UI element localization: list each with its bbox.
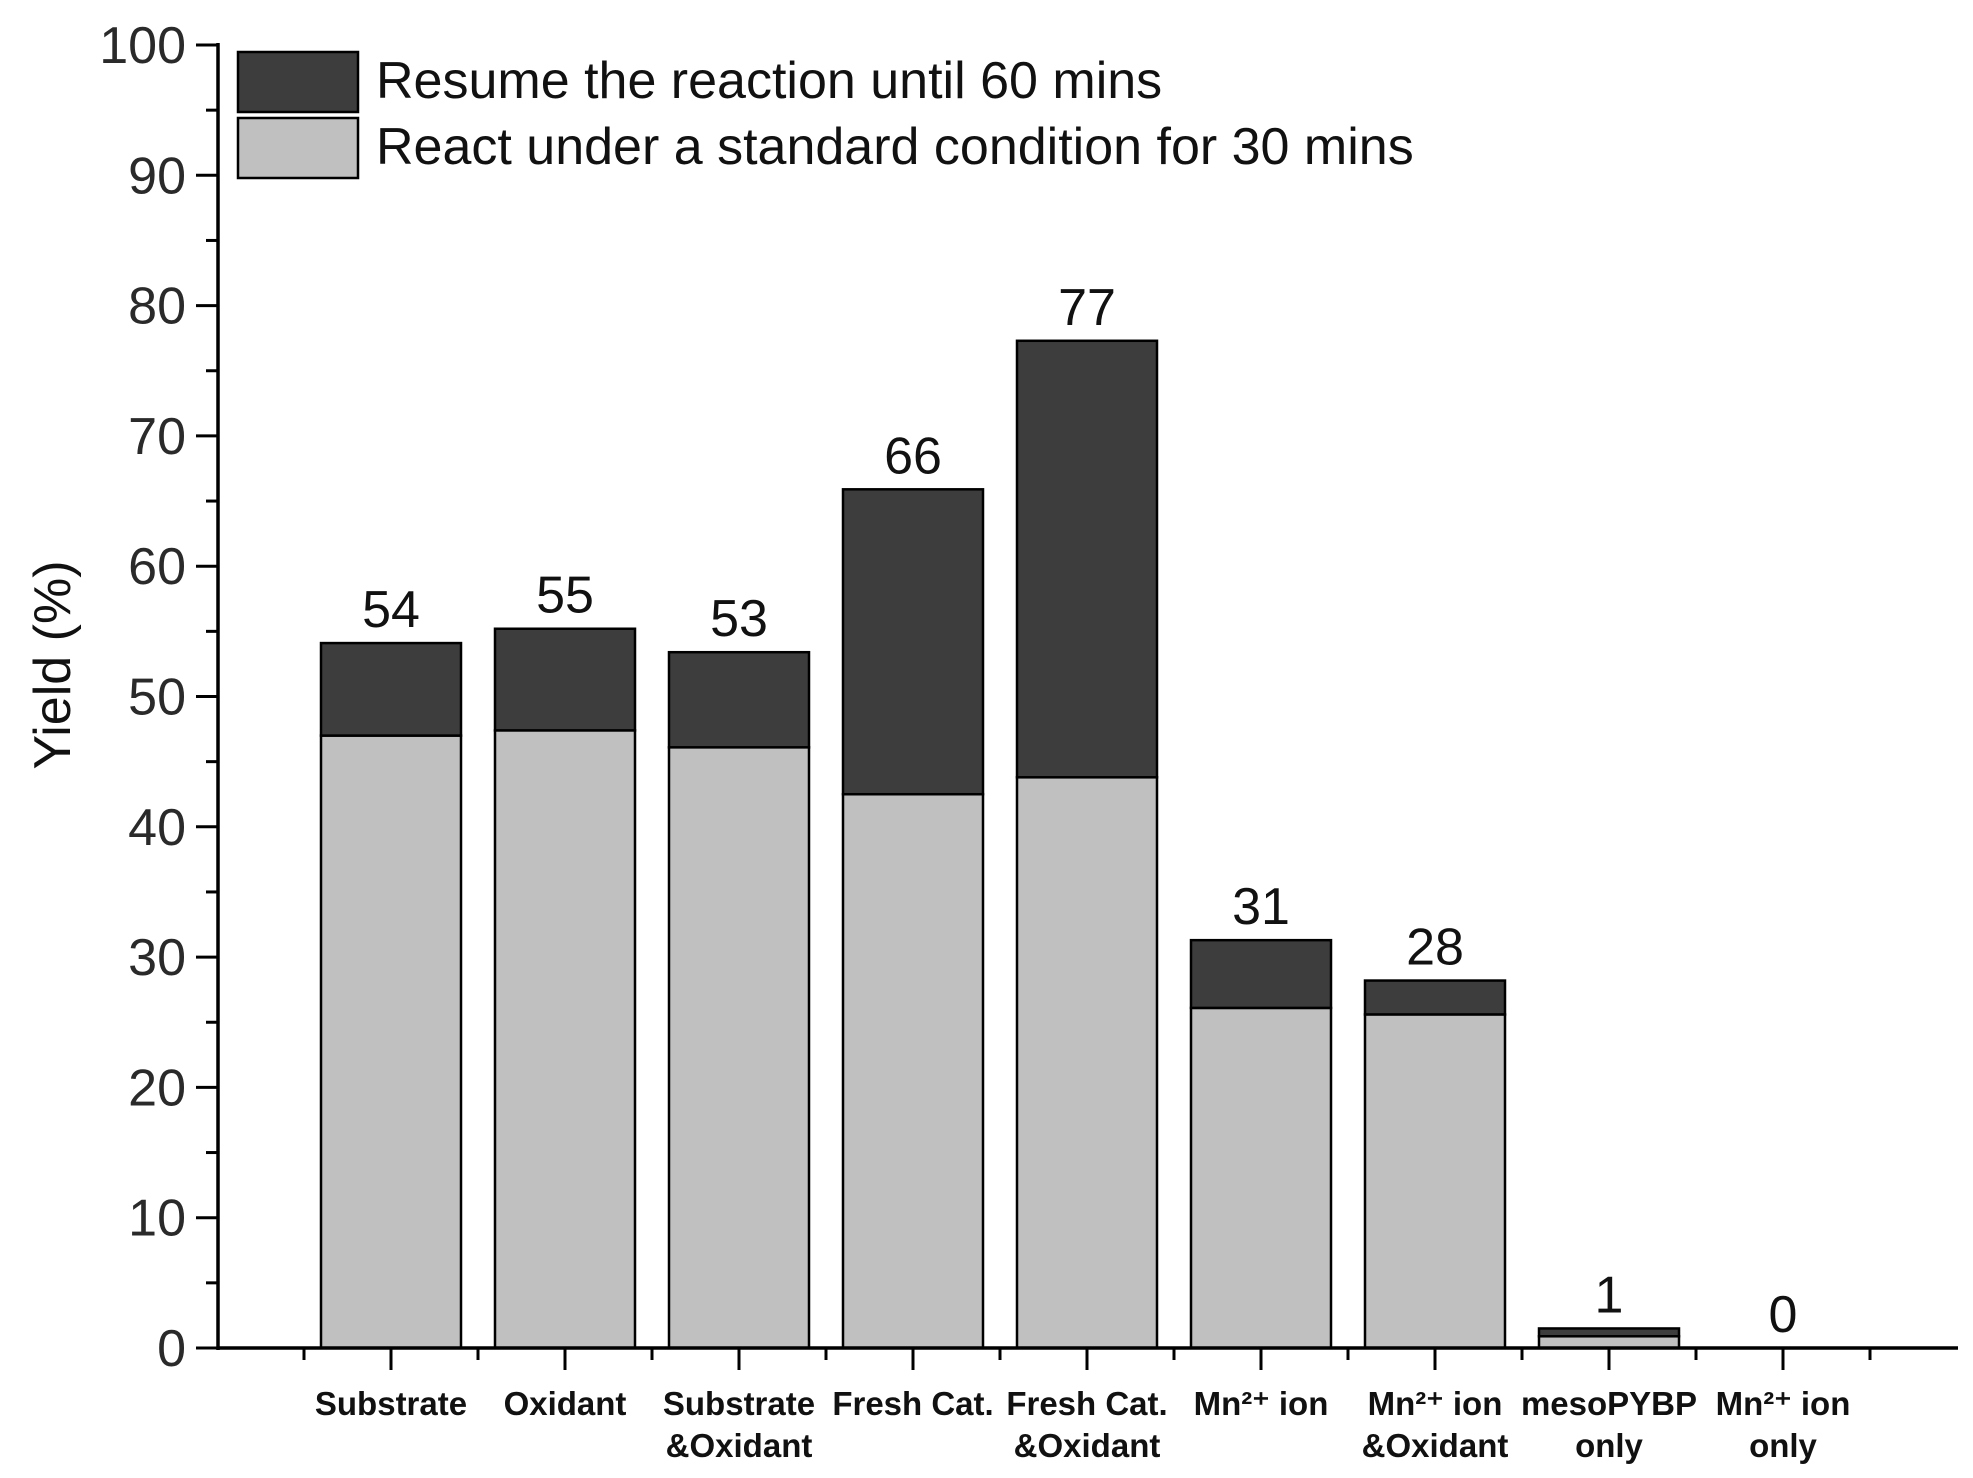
y-tick-label: 80	[128, 278, 186, 336]
data-label: 53	[710, 590, 768, 648]
data-label: 55	[536, 567, 594, 625]
x-tick-label: Substrate &Oxidant	[663, 1385, 815, 1464]
y-tick-label: 70	[128, 408, 186, 466]
legend-item-30min-label: React under a standard condition for 30 …	[376, 118, 1414, 176]
bar-60min-1	[493, 627, 637, 732]
bar-30min-5	[1189, 1006, 1333, 1350]
bar-30min-7	[1537, 1335, 1681, 1350]
y-tick-label: 50	[128, 669, 186, 727]
x-tick-label: Mn²⁺ ion &Oxidant	[1362, 1385, 1509, 1464]
x-tick-label: Mn²⁺ ion	[1194, 1385, 1329, 1422]
bar-30min-2	[667, 746, 811, 1350]
bar-30min-4	[1015, 776, 1159, 1350]
y-tick-label: 0	[157, 1320, 186, 1378]
x-tick-label: Substrate	[315, 1385, 467, 1422]
x-tick-label: mesoPYBP only	[1521, 1385, 1697, 1464]
data-label: 77	[1058, 279, 1116, 337]
bars-layer	[319, 339, 1681, 1350]
bar-30min-1	[493, 729, 637, 1350]
bar-60min-2	[667, 650, 811, 749]
bar-60min-4	[1015, 339, 1159, 779]
data-label: 28	[1406, 919, 1464, 977]
data-label: 0	[1769, 1286, 1798, 1344]
x-tick-label: Fresh Cat.	[832, 1385, 993, 1422]
bar-60min-5	[1189, 938, 1333, 1010]
bar-60min-0	[319, 641, 463, 737]
legend-item-30min-swatch	[236, 116, 360, 180]
y-tick-label: 10	[128, 1190, 186, 1248]
bar-60min-7	[1537, 1327, 1681, 1338]
x-tick-label: Oxidant	[504, 1385, 627, 1422]
data-label: 1	[1595, 1266, 1624, 1324]
y-tick-label: 40	[128, 799, 186, 857]
bar-60min-3	[841, 488, 985, 796]
bar-30min-6	[1363, 1013, 1507, 1350]
data-label: 66	[884, 427, 942, 485]
legend-item-60min-label: Resume the reaction until 60 mins	[376, 52, 1162, 110]
y-tick-label: 90	[128, 147, 186, 205]
y-tick-label: 100	[99, 17, 186, 75]
legend-item-60min-swatch	[236, 50, 360, 114]
x-tick-label: Mn²⁺ ion only	[1716, 1385, 1851, 1464]
labels-layer: Substrate Oxidant Substrate &Oxidant Fresh C…	[315, 279, 1850, 1464]
bar-30min-3	[841, 792, 985, 1350]
x-tick-label: Fresh Cat. &Oxidant	[1006, 1385, 1167, 1464]
y-axis-title: Yield (%)	[24, 560, 82, 769]
y-tick-label: 60	[128, 538, 186, 596]
y-tick-label: 30	[128, 929, 186, 987]
bar-30min-0	[319, 734, 463, 1350]
bar-60min-6	[1363, 979, 1507, 1016]
data-label: 31	[1232, 878, 1290, 936]
y-tick-label: 20	[128, 1059, 186, 1117]
legend: Resume the reaction until 60 mins React u…	[236, 50, 1414, 180]
data-label: 54	[362, 581, 420, 639]
